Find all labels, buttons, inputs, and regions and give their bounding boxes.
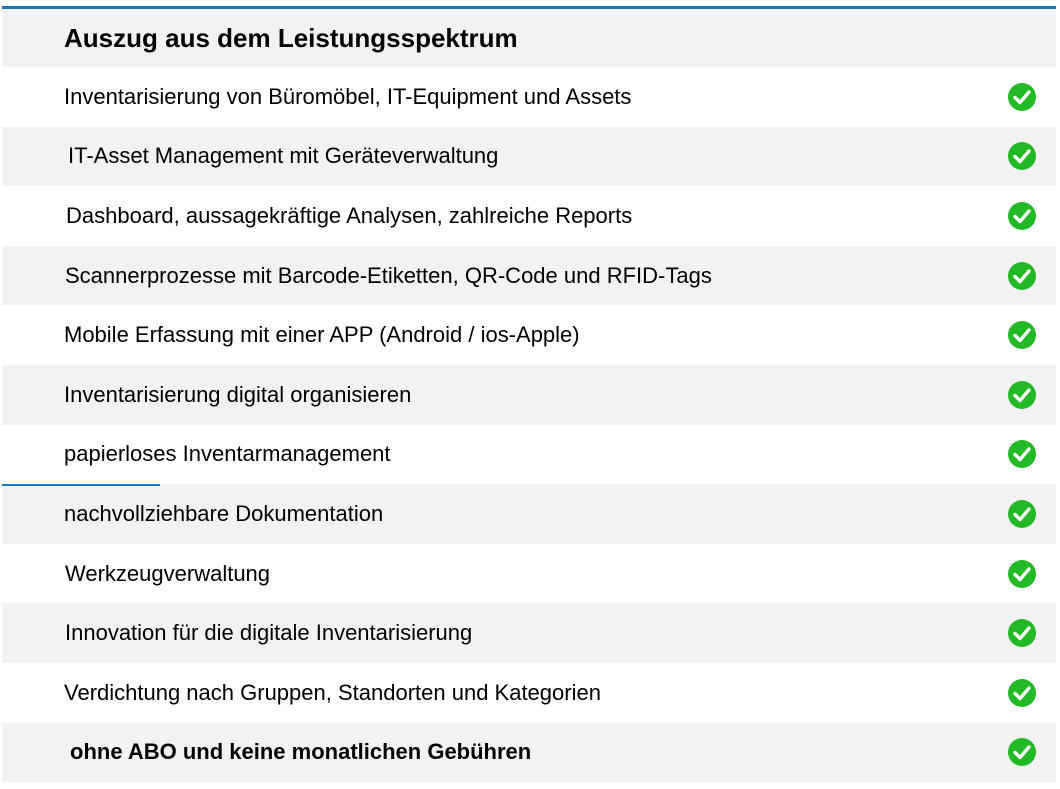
feature-label: IT-Asset Management mit Geräteverwaltung: [68, 143, 499, 169]
table-row: papierloses Inventarmanagement: [2, 424, 1056, 485]
check-circle-icon: [1008, 678, 1036, 707]
feature-table: Auszug aus dem Leistungsspektrum Inventa…: [2, 6, 1056, 783]
feature-label: Inventarisierung digital organisieren: [64, 381, 412, 407]
check-circle-icon: [1008, 619, 1036, 648]
check-circle-icon: [1008, 261, 1036, 290]
table-header: Auszug aus dem Leistungsspektrum: [2, 9, 1056, 67]
table-row: Mobile Erfassung mit einer APP (Android …: [2, 305, 1056, 365]
feature-label: papierloses Inventarmanagement: [64, 441, 391, 467]
feature-label: Scannerprozesse mit Barcode-Etiketten, Q…: [65, 262, 712, 288]
accent-divider: [2, 484, 160, 486]
feature-label: nachvollziehbare Dokumentation: [64, 500, 384, 526]
check-circle-icon: [1008, 440, 1036, 469]
table-row: ohne ABO und keine monatlichen Gebühren: [2, 722, 1056, 783]
table-row: Inventarisierung digital organisieren: [2, 364, 1056, 425]
table-row: IT-Asset Management mit Geräteverwaltung: [2, 126, 1056, 187]
feature-label: ohne ABO und keine monatlichen Gebühren: [70, 739, 532, 765]
table-row: Inventarisierung von Büromöbel, IT-Equip…: [2, 67, 1056, 127]
feature-label: Werkzeugverwaltung: [65, 560, 271, 586]
feature-label: Dashboard, aussagekräftige Analysen, zah…: [66, 202, 633, 228]
check-circle-icon: [1008, 380, 1036, 409]
table-row: nachvollziehbare Dokumentation: [2, 484, 1056, 544]
check-circle-icon: [1008, 201, 1036, 230]
check-circle-icon: [1008, 738, 1036, 767]
feature-label: Mobile Erfassung mit einer APP (Android …: [64, 322, 580, 348]
check-circle-icon: [1008, 142, 1036, 171]
table-row: Dashboard, aussagekräftige Analysen, zah…: [2, 186, 1056, 246]
feature-label: Verdichtung nach Gruppen, Standorten und…: [64, 679, 601, 705]
check-circle-icon: [1008, 321, 1036, 350]
check-circle-icon: [1008, 82, 1036, 111]
feature-label: Inventarisierung von Büromöbel, IT-Equip…: [64, 83, 632, 109]
check-circle-icon: [1008, 559, 1036, 588]
table-row: Verdichtung nach Gruppen, Standorten und…: [2, 662, 1056, 723]
table-row: Innovation für die digitale Inventarisie…: [2, 603, 1056, 663]
table-title: Auszug aus dem Leistungsspektrum: [64, 22, 518, 53]
check-circle-icon: [1008, 499, 1036, 528]
table-row: Werkzeugverwaltung: [2, 543, 1056, 604]
table-row: Scannerprozesse mit Barcode-Etiketten, Q…: [2, 245, 1056, 306]
feature-label: Innovation für die digitale Inventarisie…: [65, 620, 473, 646]
